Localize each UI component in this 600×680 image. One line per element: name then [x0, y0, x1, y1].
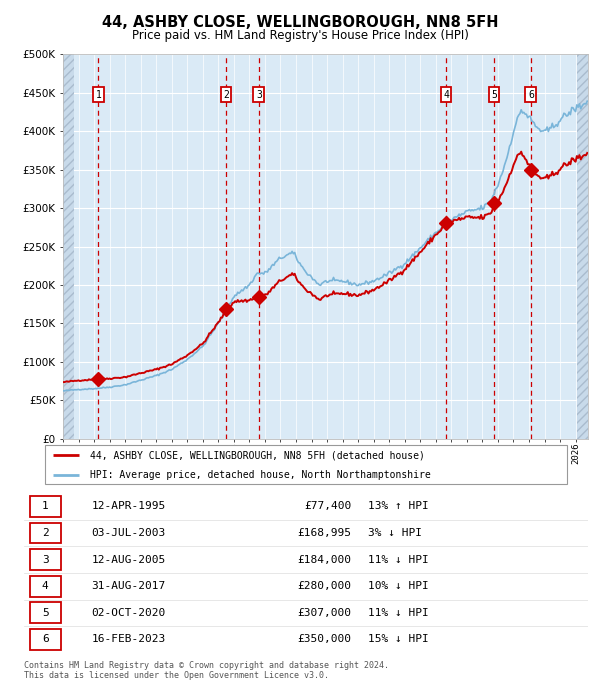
- Text: 2: 2: [42, 528, 49, 538]
- Text: 4: 4: [42, 581, 49, 591]
- Text: 02-OCT-2020: 02-OCT-2020: [92, 608, 166, 618]
- Bar: [63, 54, 74, 439]
- Text: 12-APR-1995: 12-APR-1995: [92, 501, 166, 511]
- FancyBboxPatch shape: [29, 629, 61, 650]
- Text: 1: 1: [95, 90, 101, 100]
- Text: Price paid vs. HM Land Registry's House Price Index (HPI): Price paid vs. HM Land Registry's House …: [131, 29, 469, 42]
- Text: 3: 3: [256, 90, 262, 100]
- Text: 11% ↓ HPI: 11% ↓ HPI: [368, 555, 429, 564]
- Text: 03-JUL-2003: 03-JUL-2003: [92, 528, 166, 538]
- Text: £280,000: £280,000: [297, 581, 351, 591]
- Text: 44, ASHBY CLOSE, WELLINGBOROUGH, NN8 5FH (detached house): 44, ASHBY CLOSE, WELLINGBOROUGH, NN8 5FH…: [89, 450, 424, 460]
- Text: 44, ASHBY CLOSE, WELLINGBOROUGH, NN8 5FH: 44, ASHBY CLOSE, WELLINGBOROUGH, NN8 5FH: [102, 15, 498, 30]
- Text: £168,995: £168,995: [297, 528, 351, 538]
- Text: 1: 1: [42, 501, 49, 511]
- FancyBboxPatch shape: [44, 445, 568, 484]
- Text: 16-FEB-2023: 16-FEB-2023: [92, 634, 166, 645]
- Text: 5: 5: [491, 90, 497, 100]
- Text: 12-AUG-2005: 12-AUG-2005: [92, 555, 166, 564]
- Text: 31-AUG-2017: 31-AUG-2017: [92, 581, 166, 591]
- FancyBboxPatch shape: [29, 602, 61, 624]
- Text: 15% ↓ HPI: 15% ↓ HPI: [368, 634, 429, 645]
- Text: 5: 5: [42, 608, 49, 618]
- FancyBboxPatch shape: [29, 549, 61, 570]
- Text: Contains HM Land Registry data © Crown copyright and database right 2024.: Contains HM Land Registry data © Crown c…: [24, 661, 389, 670]
- Text: HPI: Average price, detached house, North Northamptonshire: HPI: Average price, detached house, Nort…: [89, 470, 430, 480]
- Text: £184,000: £184,000: [297, 555, 351, 564]
- FancyBboxPatch shape: [29, 522, 61, 543]
- Text: £307,000: £307,000: [297, 608, 351, 618]
- Text: 2: 2: [223, 90, 229, 100]
- Text: 6: 6: [42, 634, 49, 645]
- Text: 3: 3: [42, 555, 49, 564]
- Text: This data is licensed under the Open Government Licence v3.0.: This data is licensed under the Open Gov…: [24, 671, 329, 680]
- Text: 13% ↑ HPI: 13% ↑ HPI: [368, 501, 429, 511]
- Text: 4: 4: [443, 90, 449, 100]
- Text: 3% ↓ HPI: 3% ↓ HPI: [368, 528, 422, 538]
- Text: 10% ↓ HPI: 10% ↓ HPI: [368, 581, 429, 591]
- Bar: [577, 54, 588, 439]
- Text: 6: 6: [528, 90, 534, 100]
- Text: £77,400: £77,400: [304, 501, 351, 511]
- Text: £350,000: £350,000: [297, 634, 351, 645]
- FancyBboxPatch shape: [29, 496, 61, 517]
- Text: 11% ↓ HPI: 11% ↓ HPI: [368, 608, 429, 618]
- FancyBboxPatch shape: [29, 576, 61, 596]
